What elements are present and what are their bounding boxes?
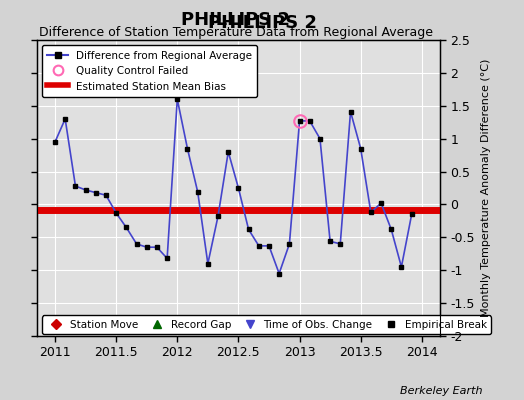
Text: PHILLIPS 2: PHILLIPS 2	[208, 14, 316, 32]
Text: Berkeley Earth: Berkeley Earth	[400, 386, 482, 396]
Legend: Station Move, Record Gap, Time of Obs. Change, Empirical Break: Station Move, Record Gap, Time of Obs. C…	[42, 316, 491, 334]
Y-axis label: Monthly Temperature Anomaly Difference (°C): Monthly Temperature Anomaly Difference (…	[481, 59, 490, 317]
Text: PHILLIPS 2: PHILLIPS 2	[181, 11, 290, 29]
Text: Difference of Station Temperature Data from Regional Average: Difference of Station Temperature Data f…	[39, 26, 433, 39]
